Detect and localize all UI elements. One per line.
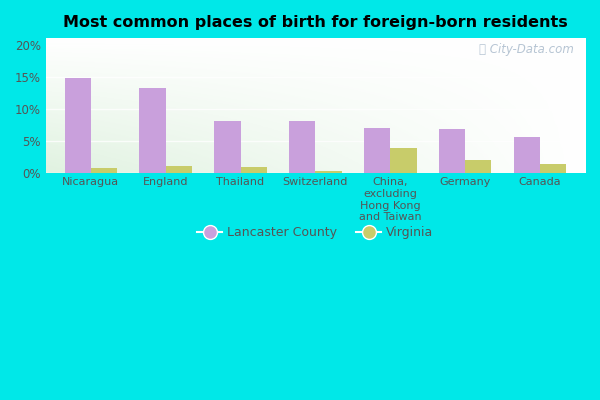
Bar	[439, 129, 465, 173]
Bar	[364, 128, 391, 173]
Bar	[465, 160, 491, 173]
Bar	[166, 166, 192, 173]
Bar	[514, 137, 540, 173]
Bar	[91, 168, 117, 173]
Bar	[289, 121, 316, 173]
Bar	[241, 168, 267, 173]
Bar	[540, 164, 566, 173]
Text: ⓘ City-Data.com: ⓘ City-Data.com	[479, 44, 574, 56]
Bar	[65, 78, 91, 173]
Title: Most common places of birth for foreign-born residents: Most common places of birth for foreign-…	[63, 15, 568, 30]
Bar	[316, 171, 341, 173]
Legend: Lancaster County, Virginia: Lancaster County, Virginia	[193, 221, 439, 244]
Bar	[391, 148, 416, 173]
Bar	[214, 121, 241, 173]
Bar	[139, 88, 166, 173]
